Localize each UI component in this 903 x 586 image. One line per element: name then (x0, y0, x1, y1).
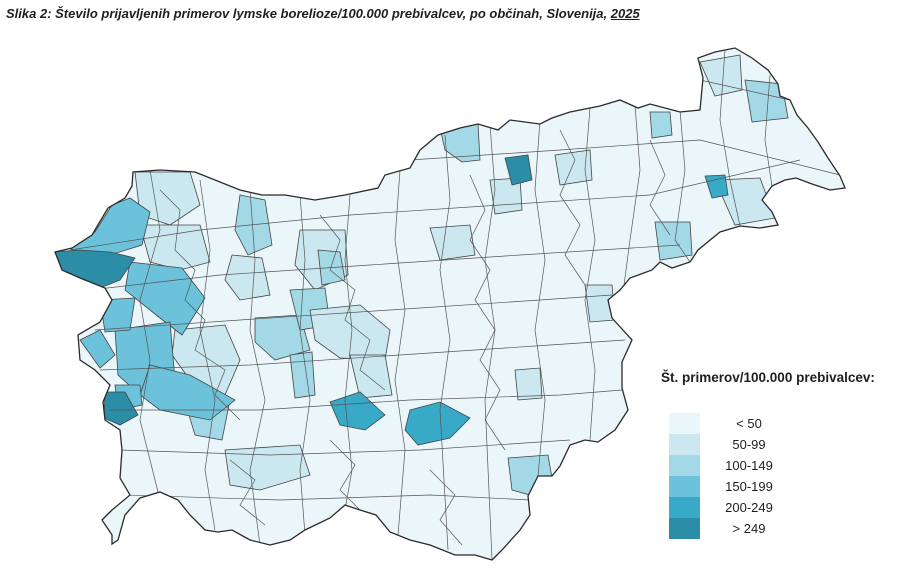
region-class-100-149 (289, 351, 316, 399)
legend-title: Št. primerov/100.000 prebivalcev: (661, 370, 875, 385)
region-class-50-99 (584, 284, 616, 323)
region-class-100-149 (744, 79, 789, 123)
legend-label: 100-149 (725, 458, 773, 473)
legend-swatch (669, 476, 700, 497)
legend-label: 50-99 (732, 437, 766, 452)
figure-title-text: Slika 2: Število prijavljenih primerov l… (6, 6, 611, 21)
legend-swatch (669, 518, 700, 539)
figure-title-year: 2025 (610, 6, 640, 21)
region-class-150-199 (124, 261, 206, 336)
region-class-50-99 (224, 444, 311, 491)
region-class-50-99 (699, 54, 743, 97)
region-class-50-99 (429, 224, 476, 261)
legend-swatch (669, 413, 700, 434)
region-class-100-149 (654, 221, 693, 261)
legend-swatch (669, 434, 700, 455)
figure-title: Slika 2: Število prijavljenih primerov l… (6, 6, 640, 21)
legend-label: 150-199 (725, 479, 773, 494)
region-class-200-249 (404, 401, 471, 446)
region-class-50-99 (554, 149, 593, 186)
region-class-100-149 (507, 454, 553, 496)
municipality-borders (69, 49, 841, 560)
legend-swatch (669, 497, 700, 518)
region-class-150-199 (99, 297, 136, 333)
region-class-150-199 (79, 329, 116, 369)
region-class-over-249 (504, 154, 533, 186)
region-class-100-149 (649, 111, 673, 139)
region-class-50-99 (224, 254, 271, 301)
legend-swatch (669, 455, 700, 476)
municipality-regions (55, 49, 841, 560)
legend-label: 200-249 (725, 500, 773, 515)
region-class-200-249 (329, 391, 386, 431)
legend-label: > 249 (732, 521, 766, 536)
legend-label: < 50 (736, 416, 762, 431)
region-class-50-99 (514, 367, 543, 401)
